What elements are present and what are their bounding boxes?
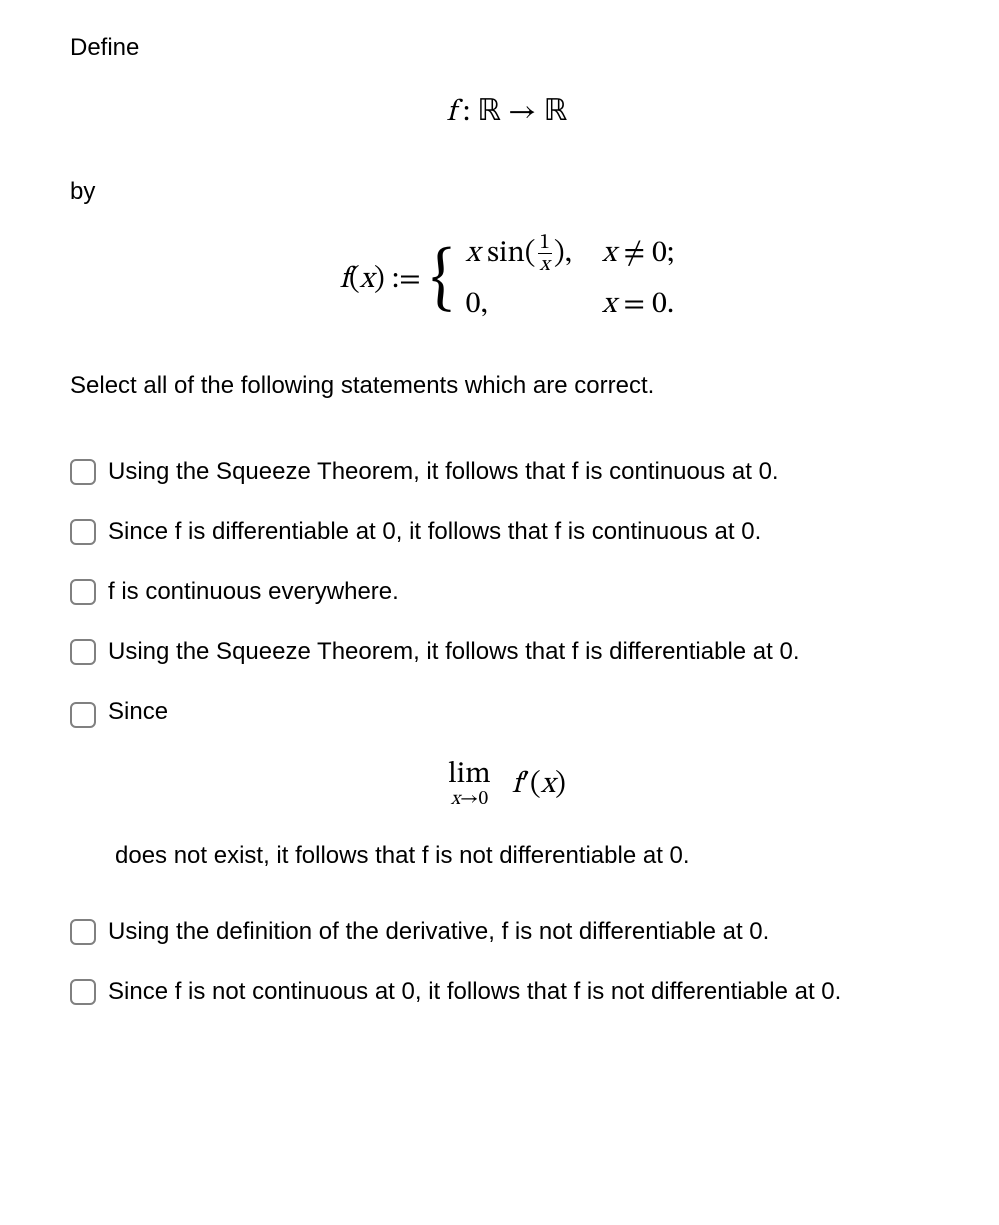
option-2-checkbox[interactable] — [70, 519, 96, 545]
case1-cond: x ≠ 0; — [602, 232, 674, 277]
option-3: f is continuous everywhere. — [70, 574, 944, 610]
map-domain: ℝ — [477, 94, 501, 127]
fprime-close: ) — [555, 770, 566, 800]
fprime-open: ( — [530, 770, 541, 800]
options-list: Using the Squeeze Theorem, it follows th… — [70, 454, 944, 1010]
lim-top: lim — [448, 760, 491, 790]
fn-close: ) — [374, 265, 385, 295]
option-6-label: Using the definition of the derivative, … — [108, 914, 944, 950]
option-3-checkbox[interactable] — [70, 579, 96, 605]
by-text: by — [70, 174, 944, 210]
fn-lhs: f(x) := — [340, 258, 421, 303]
instruction-text: Select all of the following statements w… — [70, 368, 944, 404]
option-5-tail: does not exist, it follows that f is not… — [70, 838, 944, 874]
option-2: Since f is differentiable at 0, it follo… — [70, 514, 944, 550]
option-5: Since lim x→0 f′(x) does not exist, it f… — [70, 694, 944, 890]
fn-x: x — [360, 265, 374, 295]
option-1-checkbox[interactable] — [70, 459, 96, 485]
fn-f: f — [340, 265, 349, 295]
lim-bot: x→0 — [451, 790, 488, 810]
case2-expr: 0, — [466, 283, 572, 328]
fprime-prime: ′ — [521, 770, 530, 800]
option-6: Using the definition of the derivative, … — [70, 914, 944, 950]
map-colon: : — [463, 98, 477, 128]
option-4: Using the Squeeze Theorem, it follows th… — [70, 634, 944, 670]
map-arrow: → — [508, 98, 544, 128]
option-7: Since f is not continuous at 0, it follo… — [70, 974, 944, 1010]
option-1-label: Using the Squeeze Theorem, it follows th… — [108, 454, 944, 490]
option-5-lead: Since — [108, 694, 944, 730]
define-text: Define — [70, 30, 944, 66]
option-5-math: lim x→0 f′(x) — [70, 760, 944, 810]
option-5-checkbox[interactable] — [70, 702, 96, 728]
option-2-label: Since f is differentiable at 0, it follo… — [108, 514, 944, 550]
option-7-label: Since f is not continuous at 0, it follo… — [108, 974, 944, 1010]
map-codomain: ℝ — [544, 94, 568, 127]
fprime-x: x — [541, 770, 555, 800]
option-4-checkbox[interactable] — [70, 639, 96, 665]
option-1: Using the Squeeze Theorem, it follows th… — [70, 454, 944, 490]
function-definition: f(x) := { x sin(1x), x ≠ 0; 0, x = 0. — [70, 232, 944, 328]
brace-icon: { — [431, 256, 454, 305]
function-map: f : ℝ → ℝ — [70, 88, 944, 136]
case2-cond: x = 0. — [602, 283, 674, 328]
option-7-checkbox[interactable] — [70, 979, 96, 1005]
option-3-label: f is continuous everywhere. — [108, 574, 944, 610]
option-4-label: Using the Squeeze Theorem, it follows th… — [108, 634, 944, 670]
fprime-f: f — [512, 770, 521, 800]
map-f: f — [447, 98, 456, 128]
fn-open: ( — [349, 265, 360, 295]
option-6-checkbox[interactable] — [70, 919, 96, 945]
fn-assign: := — [392, 265, 421, 295]
case1-expr: x sin(1x), — [466, 232, 572, 277]
